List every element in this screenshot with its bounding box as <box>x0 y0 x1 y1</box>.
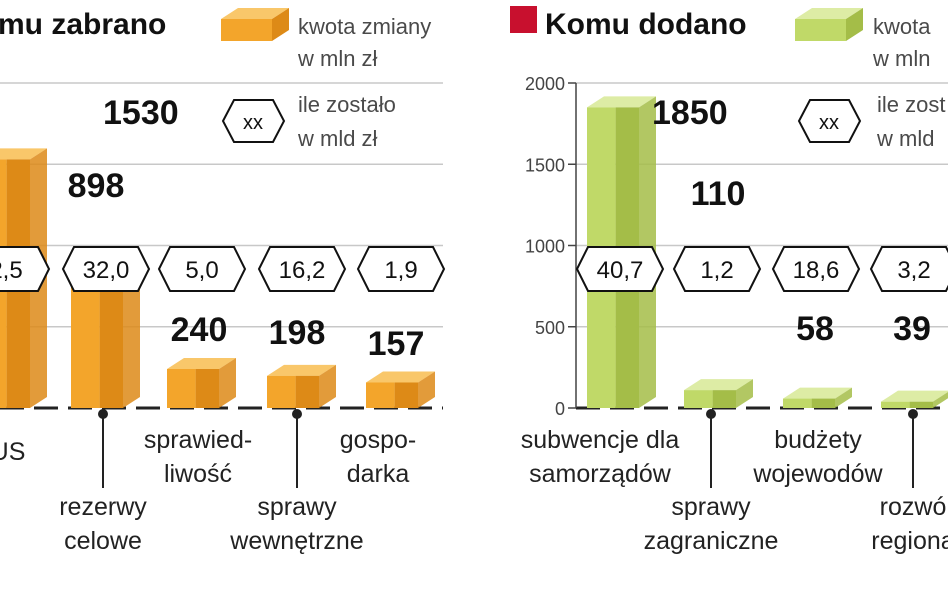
y-tick-label: 0 <box>555 399 565 419</box>
legend-right: kwota w mln xx ile zost w mld <box>795 8 945 151</box>
category-label-line: sprawied- <box>144 426 252 454</box>
bar <box>167 358 236 408</box>
legend-left-box-icon <box>221 8 289 41</box>
remaining-hex: 16,2 <box>257 246 347 292</box>
legend-right-hex-label: xx <box>819 112 839 134</box>
y-tick-label: 500 <box>535 318 565 338</box>
bar <box>783 387 852 408</box>
category-label: subwencje dla samorządów <box>521 426 680 488</box>
remaining-hex: 40,7 <box>575 246 665 292</box>
remaining-hex-label: 5,0 <box>185 257 218 284</box>
legend-right-hex-icon: xx <box>797 99 862 143</box>
value-label: 39 <box>893 310 931 348</box>
remaining-hex-label: 2,5 <box>0 257 23 284</box>
value-label: 898 <box>68 167 125 205</box>
category-label-line: gospo- <box>340 426 416 454</box>
bar <box>684 379 753 408</box>
legend-right-change-line1: kwota <box>873 14 931 39</box>
legend-left-hex-icon: xx <box>221 99 286 143</box>
legend-left-change-line2: w mln zł <box>297 46 378 71</box>
category-label-line: sprawy <box>257 493 337 521</box>
remaining-hex: 2,5 <box>0 246 51 292</box>
remaining-hex-label: 32,0 <box>83 257 130 284</box>
leader-dot <box>98 409 108 419</box>
value-label: 198 <box>269 314 326 352</box>
category-label-line: samorządów <box>529 460 672 488</box>
remaining-hex: 32,0 <box>61 246 151 292</box>
right-y-axis-ticks: 0 500 1000 1500 2000 <box>525 74 577 419</box>
remaining-hex-label: 3,2 <box>897 257 930 284</box>
remaining-hex-label: 1,2 <box>700 257 733 284</box>
category-label-line: US <box>0 438 25 466</box>
bar <box>267 364 336 408</box>
value-label: 1530 <box>103 94 179 132</box>
remaining-hex: 1,9 <box>356 246 446 292</box>
remaining-hex: 18,6 <box>771 246 861 292</box>
legend-right-remain-line1: ile zost <box>877 92 945 117</box>
remaining-hex-label: 1,9 <box>384 257 417 284</box>
category-label-line: rozwó <box>880 493 947 521</box>
category-label: budżety wojewodów <box>752 426 883 488</box>
category-label-line: celowe <box>64 527 142 555</box>
legend-right-remain-line2: w mld <box>876 126 934 151</box>
category-label-line: regiona <box>871 527 948 555</box>
remaining-hex: 1,2 <box>672 246 762 292</box>
category-label: sprawy zagraniczne <box>644 409 779 555</box>
y-tick-label: 1000 <box>525 237 565 257</box>
legend-left-change-line1: kwota zmiany <box>298 14 431 39</box>
remaining-hex-label: 40,7 <box>597 257 644 284</box>
category-label-line: subwencje dla <box>521 426 680 454</box>
remaining-hex-label: 18,6 <box>793 257 840 284</box>
category-label: rozwó regiona <box>871 409 948 555</box>
category-label: sprawy wewnętrzne <box>229 409 364 555</box>
right-chart-title: Komu dodano <box>545 8 747 41</box>
value-label: 58 <box>796 310 834 348</box>
category-label: sprawied-liwość <box>144 426 252 488</box>
category-label: rezerwy celowe <box>59 409 147 555</box>
legend-right-box-icon <box>795 8 863 41</box>
category-label-line: liwość <box>164 460 232 488</box>
value-label: 110 <box>691 175 746 213</box>
category-label: US <box>0 438 25 466</box>
y-tick-label: 2000 <box>525 74 565 94</box>
value-label: 1850 <box>652 94 728 132</box>
value-label: 157 <box>368 325 425 363</box>
category-label-line: wewnętrzne <box>229 527 363 555</box>
leader-dot <box>292 409 302 419</box>
category-label-line: zagraniczne <box>644 527 779 555</box>
remaining-hex: 3,2 <box>869 246 948 292</box>
category-label-line: sprawy <box>671 493 751 521</box>
category-label-line: darka <box>347 460 410 488</box>
legend-left-remain-line1: ile zostało <box>298 92 396 117</box>
leader-dot <box>908 409 918 419</box>
bar <box>881 390 948 408</box>
legend-right-change-line2: w mln <box>872 46 930 71</box>
title-marker-square <box>510 6 537 33</box>
category-label: gospo-darka <box>340 426 416 488</box>
remaining-hex: 5,0 <box>157 246 247 292</box>
remaining-hex-label: 16,2 <box>279 257 326 284</box>
leader-dot <box>706 409 716 419</box>
legend-left-remain-line2: w mld zł <box>297 126 378 151</box>
category-label-line: rezerwy <box>59 493 147 521</box>
category-label-line: budżety <box>774 426 862 454</box>
legend-left: kwota zmiany w mln zł xx ile zostało w m… <box>221 8 431 151</box>
value-label: 240 <box>171 311 228 349</box>
left-bars: 1530 2,5 US 898 32,0 rezerwy celowe 240 5,0 spraw… <box>0 94 446 555</box>
y-tick-label: 1500 <box>525 155 565 175</box>
left-chart-title: mu zabrano <box>0 8 166 41</box>
right-bars: 1850 40,7 subwencje dla samorządów 110 1,2 spr… <box>521 94 948 555</box>
bar <box>366 371 435 408</box>
legend-left-hex-label: xx <box>243 112 263 134</box>
category-label-line: wojewodów <box>752 460 883 488</box>
